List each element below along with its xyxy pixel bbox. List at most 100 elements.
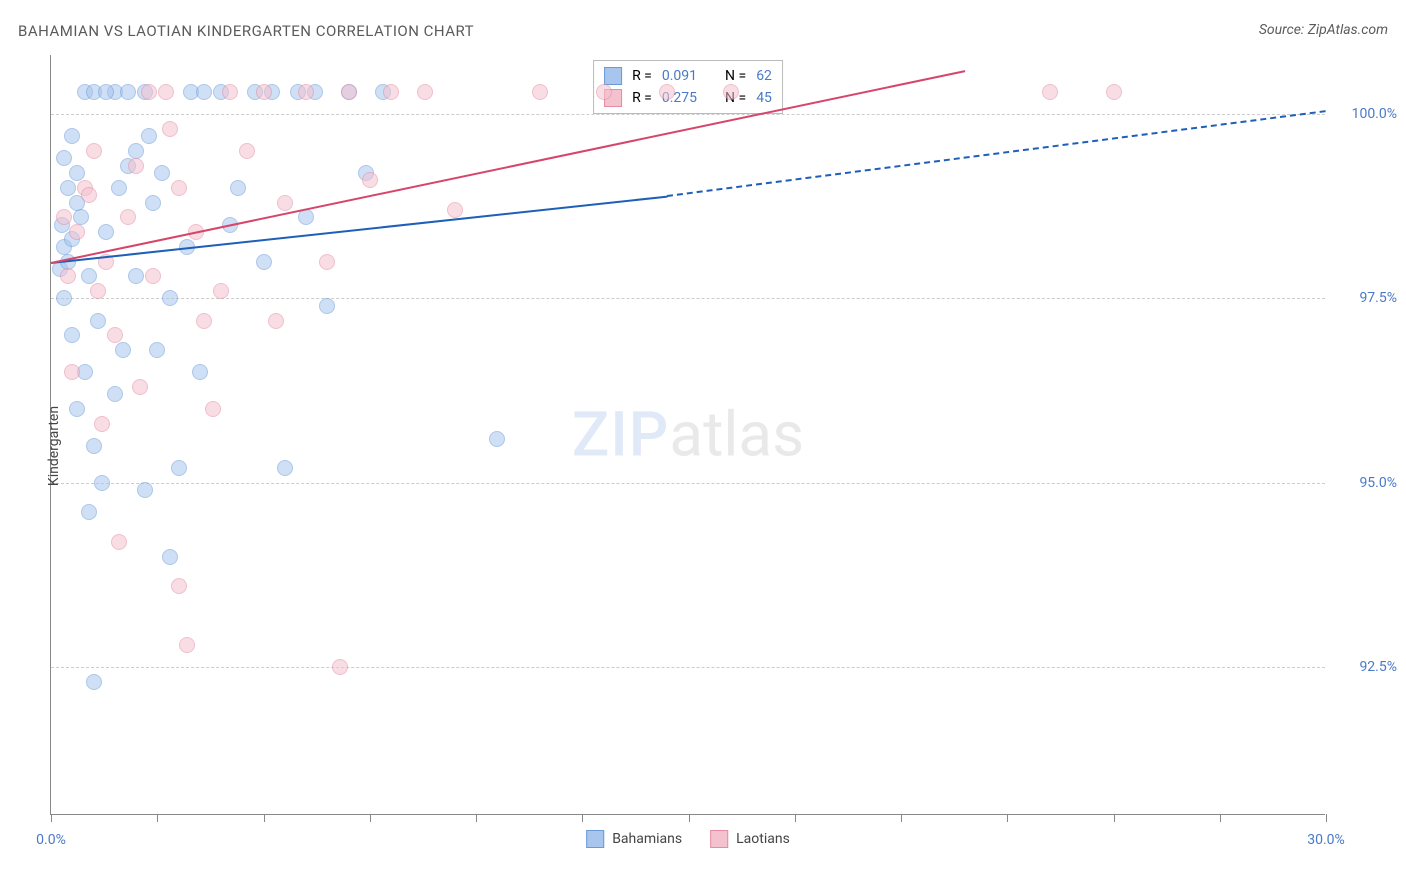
watermark-zip: ZIP xyxy=(572,398,670,471)
scatter-point xyxy=(162,290,178,306)
scatter-point xyxy=(205,401,221,417)
scatter-point xyxy=(145,268,161,284)
scatter-point xyxy=(596,84,612,100)
scatter-point xyxy=(319,254,335,270)
scatter-point xyxy=(171,460,187,476)
scatter-point xyxy=(268,313,284,329)
scatter-point xyxy=(81,268,97,284)
scatter-point xyxy=(69,401,85,417)
x-tick xyxy=(901,814,902,822)
legend-row-bahamians: R = 0.091 N = 62 xyxy=(604,65,772,87)
legend-r-label: R = xyxy=(632,68,652,84)
scatter-point xyxy=(298,84,314,100)
scatter-point xyxy=(128,268,144,284)
legend-swatch-icon xyxy=(586,830,604,848)
scatter-point xyxy=(86,143,102,159)
legend-row-laotians: R = 0.275 N = 45 xyxy=(604,87,772,109)
regression-line-extrapolated xyxy=(667,110,1326,197)
x-tick xyxy=(1007,814,1008,822)
scatter-point xyxy=(69,165,85,181)
scatter-point xyxy=(90,283,106,299)
scatter-point xyxy=(196,84,212,100)
x-tick xyxy=(1220,814,1221,822)
scatter-point xyxy=(98,224,114,240)
scatter-point xyxy=(222,84,238,100)
scatter-point xyxy=(69,224,85,240)
gridline xyxy=(51,667,1325,668)
scatter-point xyxy=(332,659,348,675)
scatter-point xyxy=(137,482,153,498)
scatter-point xyxy=(277,195,293,211)
scatter-point xyxy=(120,209,136,225)
legend-swatch-icon xyxy=(710,830,728,848)
y-axis-label: Kindergarten xyxy=(46,406,62,486)
scatter-point xyxy=(239,143,255,159)
scatter-point xyxy=(1042,84,1058,100)
legend-item-label: Laotians xyxy=(736,831,790,847)
scatter-point xyxy=(162,549,178,565)
y-tick-label: 97.5% xyxy=(1337,290,1397,306)
scatter-point xyxy=(723,84,739,100)
x-tick xyxy=(1114,814,1115,822)
legend-n-value: 45 xyxy=(756,90,772,106)
x-tick xyxy=(157,814,158,822)
legend-swatch-icon xyxy=(604,67,622,85)
scatter-point xyxy=(64,327,80,343)
scatter-point xyxy=(141,84,157,100)
scatter-point xyxy=(73,209,89,225)
scatter-point xyxy=(56,290,72,306)
scatter-point xyxy=(171,578,187,594)
scatter-point xyxy=(81,504,97,520)
x-tick xyxy=(476,814,477,822)
scatter-point xyxy=(230,180,246,196)
scatter-point xyxy=(277,460,293,476)
scatter-point xyxy=(298,209,314,225)
scatter-point xyxy=(90,313,106,329)
scatter-point xyxy=(128,143,144,159)
regression-line xyxy=(51,195,667,263)
x-tick xyxy=(370,814,371,822)
x-tick xyxy=(51,814,52,822)
gridline xyxy=(51,483,1325,484)
legend-item-bahamians: Bahamians xyxy=(586,830,682,848)
scatter-point xyxy=(362,172,378,188)
scatter-point xyxy=(60,180,76,196)
watermark-atlas: atlas xyxy=(669,398,804,471)
scatter-point xyxy=(447,202,463,218)
scatter-point xyxy=(128,158,144,174)
legend-item-label: Bahamians xyxy=(612,831,682,847)
scatter-point xyxy=(489,431,505,447)
legend-n-value: 62 xyxy=(756,68,772,84)
scatter-point xyxy=(341,84,357,100)
scatter-point xyxy=(659,84,675,100)
y-tick-label: 100.0% xyxy=(1337,106,1397,122)
legend-n-label: N = xyxy=(725,68,746,84)
scatter-point xyxy=(383,84,399,100)
x-tick xyxy=(795,814,796,822)
scatter-point xyxy=(56,150,72,166)
scatter-point xyxy=(64,364,80,380)
scatter-point xyxy=(120,84,136,100)
scatter-point xyxy=(56,209,72,225)
scatter-point xyxy=(417,84,433,100)
chart-title: BAHAMIAN VS LAOTIAN KINDERGARTEN CORRELA… xyxy=(18,22,474,40)
legend-correlation-box: R = 0.091 N = 62 R = 0.275 N = 45 xyxy=(593,60,783,114)
scatter-point xyxy=(141,128,157,144)
scatter-point xyxy=(98,84,114,100)
plot-area: ZIPatlas R = 0.091 N = 62 R = 0.275 N = … xyxy=(50,55,1325,815)
scatter-point xyxy=(60,268,76,284)
scatter-point xyxy=(64,128,80,144)
scatter-point xyxy=(256,84,272,100)
gridline xyxy=(51,298,1325,299)
watermark: ZIPatlas xyxy=(572,398,804,471)
scatter-point xyxy=(171,180,187,196)
x-tick xyxy=(1326,814,1327,822)
scatter-point xyxy=(86,674,102,690)
scatter-point xyxy=(107,327,123,343)
x-tick-label: 0.0% xyxy=(36,832,66,848)
scatter-point xyxy=(154,165,170,181)
scatter-point xyxy=(94,475,110,491)
scatter-point xyxy=(115,342,131,358)
scatter-point xyxy=(179,637,195,653)
scatter-point xyxy=(145,195,161,211)
